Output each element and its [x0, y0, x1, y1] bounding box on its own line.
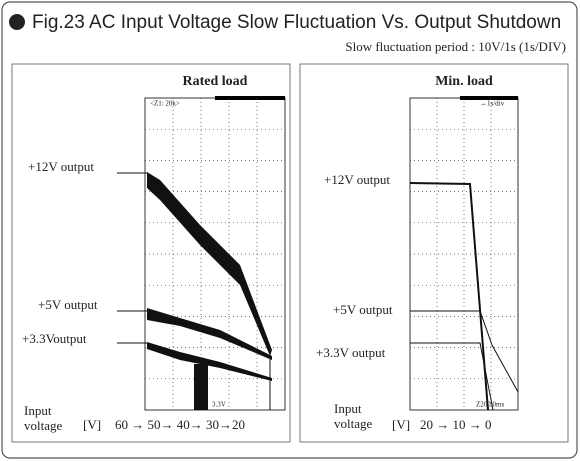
title: Fig.23 AC Input Voltage Slow Fluctuation…: [32, 12, 561, 33]
sequence: 60 → 50→ 40→ 30→20: [115, 417, 245, 432]
scope-note: 3.3V: [212, 401, 226, 409]
output-label: +3.3Voutput: [22, 331, 87, 346]
output-label: +5V output: [38, 297, 98, 312]
unit: [V]: [83, 417, 101, 432]
output-label: +3.3V output: [316, 345, 386, 360]
subtitle: Slow fluctuation period : 10V/1s (1s/DIV…: [345, 39, 566, 54]
bullet: [9, 14, 25, 30]
panel-title: Rated load: [183, 74, 248, 89]
scope-note: <Z1: 20k>: [150, 100, 180, 108]
unit: [V]: [392, 417, 410, 432]
scope-note: ↔1s/div: [480, 100, 505, 108]
figure: Fig.23 AC Input Voltage Slow Fluctuation…: [0, 0, 580, 461]
output-label: +12V output: [28, 159, 94, 174]
output-label: +5V output: [333, 302, 393, 317]
sequence: 20 → 10 → 0: [420, 417, 492, 432]
output-label: +12V output: [324, 172, 390, 187]
panel-title: Min. load: [435, 74, 493, 89]
scope-note: Z200.0ms: [476, 401, 504, 409]
